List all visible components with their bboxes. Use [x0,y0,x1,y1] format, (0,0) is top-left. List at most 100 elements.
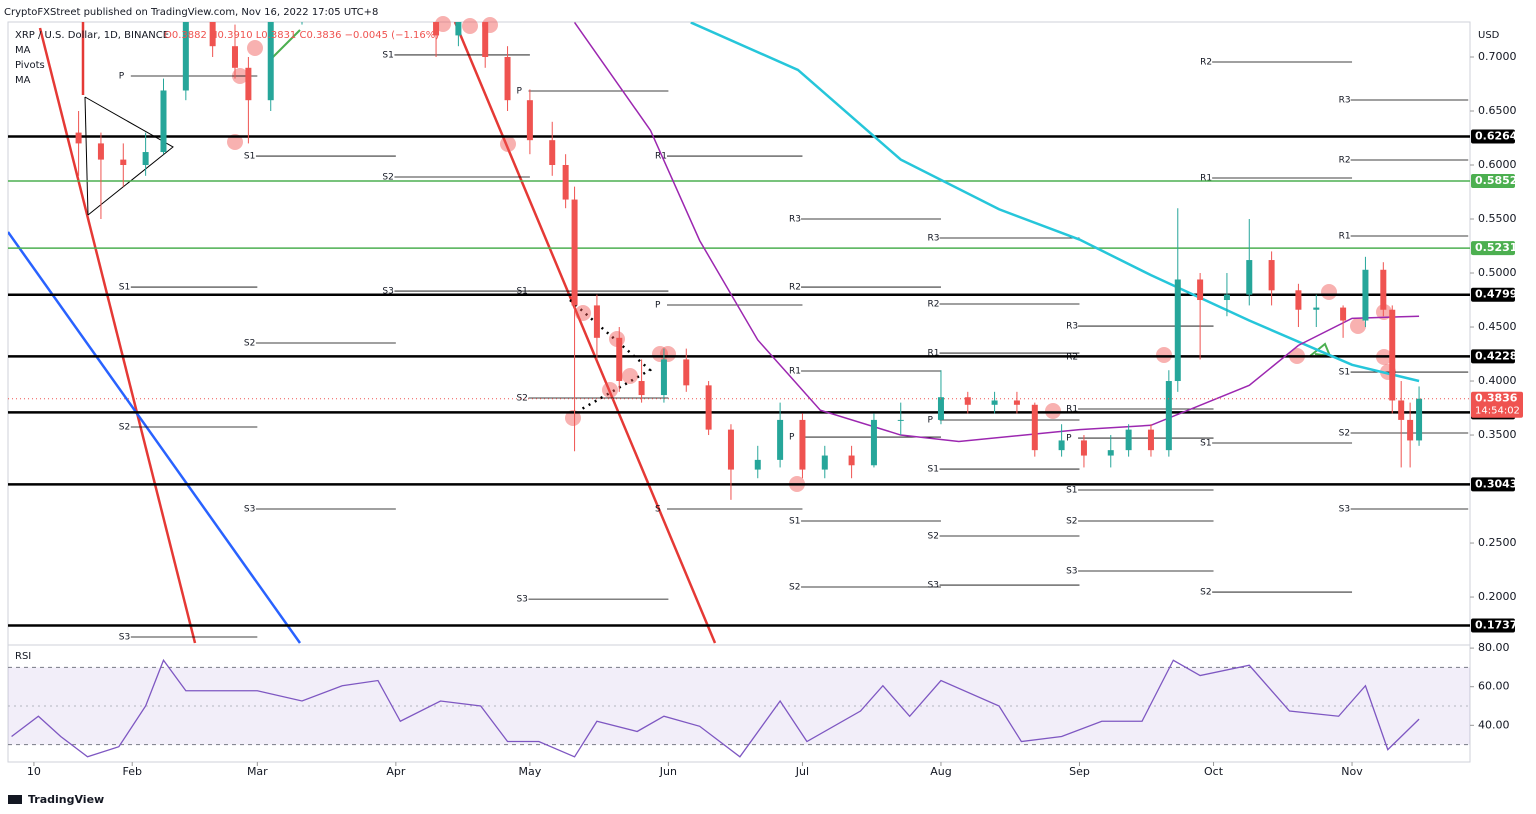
rsi-y-tick-label: 40.00 [1478,718,1510,731]
candle-body [182,22,189,91]
pivot-label: S2 [119,423,130,433]
candle-body [799,419,806,470]
x-tick-label: Oct [1204,765,1224,778]
pivot-label: S2 [244,339,255,349]
candle-body [1268,260,1275,291]
pivot-label: S2 [1200,588,1211,598]
x-tick-label: Jun [659,765,677,778]
pivot-label: R2 [789,283,801,293]
rsi-y-tick-label: 60.00 [1478,680,1510,693]
highlights [227,16,1396,492]
level-box [1471,477,1515,492]
highlight [227,134,243,150]
pivot-label: R1 [789,366,801,376]
level-box [1471,349,1515,364]
candle-body [142,152,149,166]
pivot-label: P [928,416,934,426]
highlight [575,305,591,321]
candle-body [231,46,238,68]
level-box [1471,241,1515,256]
y-tick-label: 0.4000 [1478,374,1517,387]
pivot-label: S1 [516,287,527,297]
pivot-label: S3 [119,633,130,643]
level-label: 0.5852 [1475,174,1517,187]
pivot-label: S2 [1066,517,1077,527]
candle-body [1197,279,1204,301]
candle-body [1125,429,1132,451]
level-label: 0.5231 [1475,241,1517,254]
pivot-label: R1 [1200,173,1212,183]
candle-body [848,455,855,466]
candle-body [1340,307,1347,321]
candle-body [571,199,578,306]
pivot-label: P [516,87,522,97]
indicator: MA [15,45,31,56]
pivot-label: R2 [1200,57,1212,67]
y-unit: USD [1478,30,1500,41]
pivot-label: P [119,72,125,82]
pivot-label: S2 [1339,428,1350,438]
pivot-label: P [655,300,661,310]
pivot-label: P [789,433,795,443]
trend-line [453,22,717,644]
candle-body [1295,290,1302,310]
candle-body [1246,260,1253,295]
pivot-label: S3 [1339,505,1350,515]
pivot-label: S1 [928,465,939,475]
pivot-label: S2 [382,172,393,182]
candle-body [705,385,712,430]
level-label: 0.4799 [1475,288,1517,301]
rsi-label: RSI [15,651,31,662]
candle-body [593,305,600,338]
pivot-label: S1 [382,50,393,60]
level-label: 0.3043 [1475,477,1517,490]
pivot-label: P [1066,434,1072,444]
highlight [1350,318,1366,334]
pivot-label: S1 [1339,368,1350,378]
pivot-label: S2 [928,532,939,542]
footer: TradingView [28,793,104,806]
triangle [84,96,174,216]
highlight [602,382,618,398]
frame [7,21,1471,763]
trend-line [8,231,302,644]
ohlc: O0.3882 H0.3910 L0.3831 C0.3836 −0.0045 … [164,30,439,41]
legend-title: XRP / U.S. Dollar, 1D, BINANCE [15,30,169,41]
x-tick-label: Sep [1069,765,1090,778]
candle-body [897,419,904,421]
candle-body [160,90,167,153]
pivot-label: S1 [1200,439,1211,449]
pivot-label: S3 [1066,567,1077,577]
pivot-label: S1 [1066,486,1077,496]
pivot-label: R3 [1339,95,1351,105]
trend-line [38,27,197,644]
candle-body [97,143,104,160]
candle-body [562,165,569,200]
candle-body [1407,419,1414,441]
candle-body [870,419,877,466]
candle-body [1380,269,1387,310]
highlight [1376,304,1392,320]
level-label: 0.4228 [1475,349,1517,362]
publisher: CryptoFXStreet published on TradingView.… [4,7,378,18]
footer-logo [8,795,22,804]
candle-body [549,140,556,166]
pivot-label: R1 [928,349,940,359]
candle-body [209,22,216,47]
pivot-label: S1 [789,517,800,527]
x-tick-label: Nov [1341,765,1363,778]
rsi-y-tick-label: 80.00 [1478,641,1510,654]
candle-body [1416,398,1423,441]
candle-body [1080,440,1087,456]
rsi-pane [8,658,1470,758]
pivot-label: S1 [244,152,255,162]
candle-body [482,22,489,57]
indicator: Pivots [15,60,45,71]
green-mark [269,29,301,61]
candle-body [638,381,645,396]
level-label: 0.1737 [1475,618,1517,631]
plot: P S1 S2 S3 S1 S2 S3 S1 S2 S3 P S1 S2 S3 R1 P S R3 R2 R1 P S1 S… [8,22,1470,643]
candle-body [991,400,998,405]
candle-body [1147,429,1154,451]
pivot-label: S [655,505,661,515]
